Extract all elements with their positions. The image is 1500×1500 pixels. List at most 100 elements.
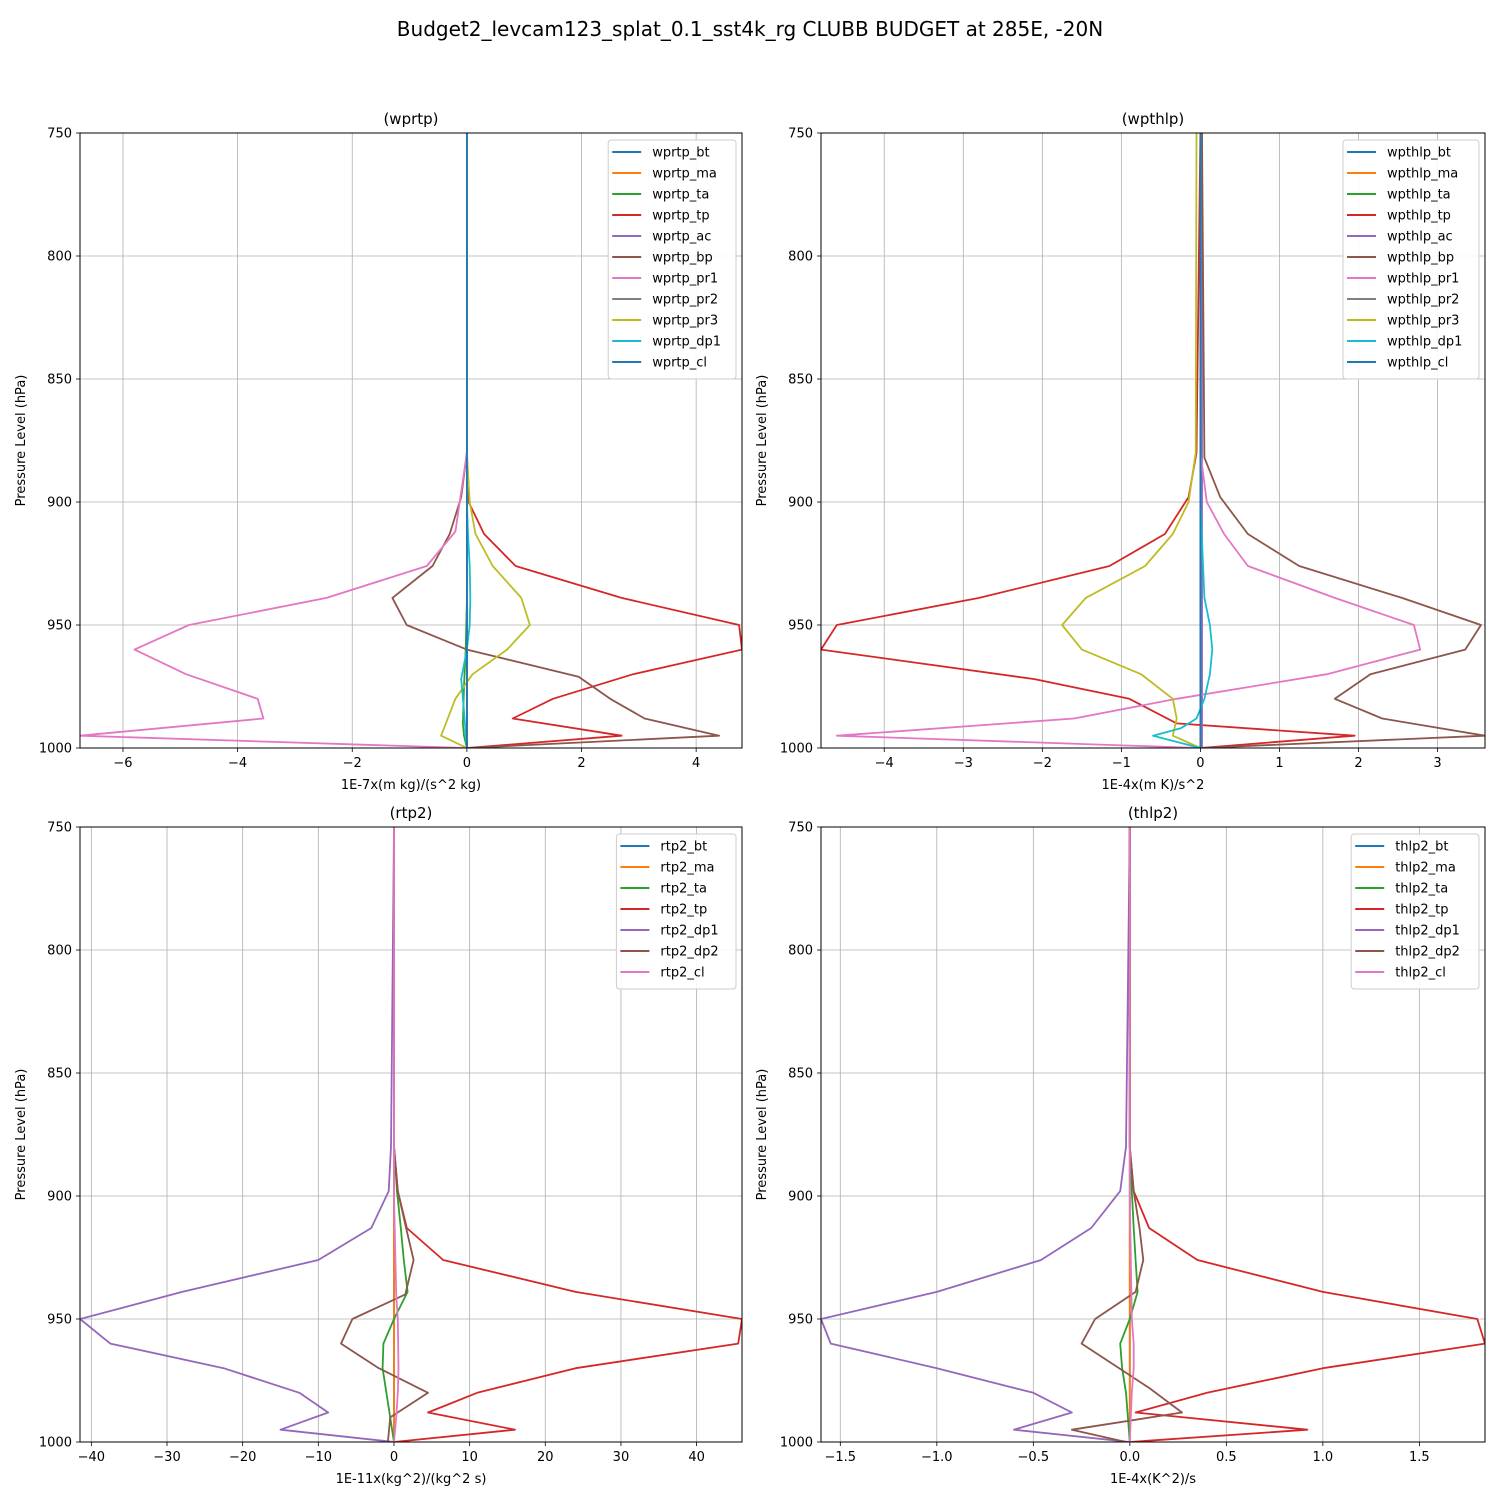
legend-entry: wpthlp_pr1 [1387,272,1459,287]
y-tick-label: 850 [788,1067,813,1082]
x-tick-label: −2 [343,756,362,771]
y-tick-label: 1000 [780,742,813,757]
legend-entry: wprtp_pr2 [652,293,718,308]
legend-entry: wprtp_ma [652,167,717,182]
y-tick-label: 950 [788,619,813,634]
y-tick-label: 1000 [780,1436,813,1451]
x-tick-label: 20 [537,1450,554,1465]
y-tick-label: 950 [47,619,72,634]
legend: thlp2_bt thlp2_ma thlp2_ta thlp2_tp thlp2_dp… [1350,833,1480,990]
y-tick-label: 750 [788,821,813,836]
panel-title: (wprtp) [383,110,438,128]
legend-entry: wprtp_dp1 [652,335,721,350]
legend-entry: thlp2_dp1 [1395,924,1460,939]
y-tick-label: 800 [47,250,72,265]
legend-entry: wpthlp_cl [1387,356,1448,371]
legend-entry: thlp2_cl [1395,966,1446,981]
y-tick-label: 900 [47,1190,72,1205]
y-tick-label: 800 [47,944,72,959]
legend-entry: wpthlp_pr3 [1387,314,1459,329]
panel-wprtp: −6 −4 −2 0 2 4 750 800 850 900 950 1000 (wprtp) 1E-7x… [14,110,743,793]
x-tick-label: 0.5 [1216,1450,1237,1465]
x-tick-label: −1.5 [825,1450,857,1465]
legend: wpthlp_bt wpthlp_ma wpthlp_ta wpthlp_tpwpth… [1342,139,1480,380]
legend-entry: wprtp_cl [652,356,707,371]
x-tick-label: −4 [875,756,894,771]
y-tick-label: 800 [788,944,813,959]
y-tick-label: 950 [788,1313,813,1328]
legend: rtp2_bt rtp2_ma rtp2_ta rtp2_tp rtp2_dp1 rtp2… [615,833,737,990]
x-tick-label: −3 [954,756,973,771]
series-line-rtp2_cl [393,827,400,1442]
legend-entry: wpthlp_ta [1387,188,1451,203]
y-tick-label: 850 [47,1067,72,1082]
x-tick-label: 10 [461,1450,478,1465]
y-tick-label: 900 [788,496,813,511]
x-axis-label: 1E-4x(K^2)/s [1110,1472,1196,1487]
series-lines [80,827,742,1442]
legend-entry: wprtp_tp [652,209,709,224]
panel-title: (thlp2) [1128,804,1178,822]
x-tick-label: 0.0 [1119,1450,1140,1465]
axes-frame [79,826,743,1443]
legend-entry: rtp2_dp2 [660,945,718,960]
chart-panels: −6 −4 −2 0 2 47508008509009501000(wprtp)1E-7x… [14,110,1486,1487]
y-axis-label: Pressure Level (hPa) [755,375,770,507]
legend-entry: wpthlp_pr2 [1387,293,1459,308]
legend-entry: rtp2_dp1 [660,924,718,939]
legend-entry: rtp2_ta [660,882,707,897]
x-tick-label: −1.0 [921,1450,953,1465]
series-line-wprtp_tp [465,133,742,748]
x-tick-label: 2 [1354,756,1362,771]
figure-suptitle: Budget2_levcam123_splat_0.1_sst4k_rg CLU… [397,17,1103,41]
y-tick-label: 900 [788,1190,813,1205]
legend-entry: thlp2_tp [1395,903,1448,918]
x-tick-label: −1 [1112,756,1131,771]
y-tick-label: 850 [788,373,813,388]
series-line-wprtp_pr1 [80,133,468,748]
y-axis-label: Pressure Level (hPa) [755,1069,770,1201]
x-tick-label: −30 [153,1450,180,1465]
x-tick-label: 1 [1275,756,1283,771]
legend-entry: thlp2_ma [1395,861,1456,876]
legend-entry: wpthlp_ac [1387,230,1453,245]
x-tick-label: 1.5 [1409,1450,1430,1465]
series-line-rtp2_dp1 [80,827,395,1442]
legend-entry: wprtp_ta [652,188,709,203]
y-tick-label: 1000 [39,1436,72,1451]
x-axis-label: 1E-4x(m K)/s^2 [1102,778,1205,793]
y-tick-label: 800 [788,250,813,265]
x-tick-label: −6 [113,756,132,771]
x-axis-label: 1E-11x(kg^2)/(kg^2 s) [336,1472,487,1487]
x-tick-label: −2 [1033,756,1052,771]
series-lines [821,827,1485,1442]
panel-rtp2: −40 −30 −20 −10 0 10 20 30 40 750 800 850 900 950 1000… [14,804,743,1487]
x-tick-label: 4 [692,756,700,771]
y-tick-label: 750 [788,127,813,142]
legend-entry: wprtp_pr1 [652,272,718,287]
legend-entry: rtp2_bt [660,840,707,855]
y-tick-label: 900 [47,496,72,511]
y-tick-label: 850 [47,373,72,388]
legend-entry: rtp2_ma [660,861,714,876]
y-tick-label: 950 [47,1313,72,1328]
panel-wpthlp: −4 −3 −2 −1 0 1 2 3 750 800 850 900 950 1000 (wpthlp) 1… [755,110,1486,793]
series-line-wprtp_pr3 [440,133,531,748]
x-tick-label: 0 [390,1450,398,1465]
legend-entry: wpthlp_dp1 [1387,335,1462,350]
legend-entry: thlp2_dp2 [1395,945,1460,960]
y-axis-label: Pressure Level (hPa) [14,375,29,507]
x-tick-label: 30 [613,1450,630,1465]
panel-title: (rtp2) [390,804,433,822]
x-tick-label: 40 [688,1450,705,1465]
x-tick-label: −20 [229,1450,256,1465]
axes-frame [820,132,1486,749]
x-tick-label: 0 [463,756,471,771]
x-tick-label: −4 [228,756,247,771]
y-axis-label: Pressure Level (hPa) [14,1069,29,1201]
legend-entry: rtp2_cl [660,966,704,981]
series-line-wpthlp_dp1 [1152,133,1214,748]
legend-box [1342,139,1480,380]
y-tick-label: 750 [47,127,72,142]
